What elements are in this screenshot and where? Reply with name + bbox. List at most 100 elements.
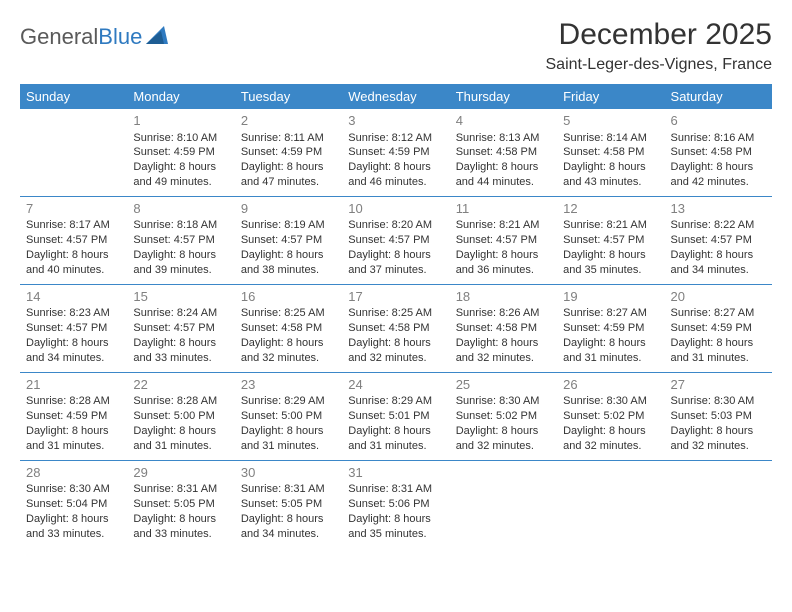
day-number: 22 [133, 376, 228, 394]
calendar-day-cell: 31Sunrise: 8:31 AMSunset: 5:06 PMDayligh… [342, 460, 449, 547]
calendar-day-cell: 6Sunrise: 8:16 AMSunset: 4:58 PMDaylight… [665, 109, 772, 196]
day-number: 3 [348, 112, 443, 130]
day-number: 27 [671, 376, 766, 394]
daylight-text: Daylight: 8 hours and 36 minutes. [456, 248, 551, 278]
sunrise-text: Sunrise: 8:30 AM [26, 482, 121, 497]
daylight-text: Daylight: 8 hours and 44 minutes. [456, 160, 551, 190]
calendar-day-cell: 1Sunrise: 8:10 AMSunset: 4:59 PMDaylight… [127, 109, 234, 196]
day-number: 17 [348, 288, 443, 306]
daylight-text: Daylight: 8 hours and 34 minutes. [671, 248, 766, 278]
sunrise-text: Sunrise: 8:22 AM [671, 218, 766, 233]
sunrise-text: Sunrise: 8:11 AM [241, 131, 336, 146]
calendar-week-row: 21Sunrise: 8:28 AMSunset: 4:59 PMDayligh… [20, 372, 772, 460]
location-subtitle: Saint-Leger-des-Vignes, France [546, 56, 773, 74]
daylight-text: Daylight: 8 hours and 33 minutes. [133, 512, 228, 542]
sunrise-text: Sunrise: 8:30 AM [456, 394, 551, 409]
daylight-text: Daylight: 8 hours and 32 minutes. [348, 336, 443, 366]
day-number: 29 [133, 464, 228, 482]
daylight-text: Daylight: 8 hours and 31 minutes. [26, 424, 121, 454]
sunrise-text: Sunrise: 8:31 AM [133, 482, 228, 497]
daylight-text: Daylight: 8 hours and 38 minutes. [241, 248, 336, 278]
calendar-week-row: 1Sunrise: 8:10 AMSunset: 4:59 PMDaylight… [20, 109, 772, 196]
calendar-day-cell [20, 109, 127, 196]
day-number: 6 [671, 112, 766, 130]
calendar-day-cell: 28Sunrise: 8:30 AMSunset: 5:04 PMDayligh… [20, 460, 127, 547]
sunset-text: Sunset: 4:57 PM [671, 233, 766, 248]
calendar-day-cell: 13Sunrise: 8:22 AMSunset: 4:57 PMDayligh… [665, 196, 772, 284]
sunrise-text: Sunrise: 8:21 AM [456, 218, 551, 233]
calendar-day-cell: 10Sunrise: 8:20 AMSunset: 4:57 PMDayligh… [342, 196, 449, 284]
day-number: 16 [241, 288, 336, 306]
weekday-header: Wednesday [342, 84, 449, 109]
calendar-day-cell: 21Sunrise: 8:28 AMSunset: 4:59 PMDayligh… [20, 372, 127, 460]
sunset-text: Sunset: 4:58 PM [241, 321, 336, 336]
daylight-text: Daylight: 8 hours and 32 minutes. [456, 424, 551, 454]
sunrise-text: Sunrise: 8:28 AM [26, 394, 121, 409]
sunrise-text: Sunrise: 8:25 AM [241, 306, 336, 321]
weekday-header: Thursday [450, 84, 557, 109]
daylight-text: Daylight: 8 hours and 37 minutes. [348, 248, 443, 278]
sunset-text: Sunset: 5:05 PM [133, 497, 228, 512]
logo-text-gray: General [20, 24, 98, 49]
calendar-week-row: 14Sunrise: 8:23 AMSunset: 4:57 PMDayligh… [20, 284, 772, 372]
daylight-text: Daylight: 8 hours and 34 minutes. [241, 512, 336, 542]
day-number: 31 [348, 464, 443, 482]
daylight-text: Daylight: 8 hours and 40 minutes. [26, 248, 121, 278]
day-number: 15 [133, 288, 228, 306]
daylight-text: Daylight: 8 hours and 32 minutes. [241, 336, 336, 366]
logo-triangle-icon [146, 26, 168, 49]
calendar-day-cell: 29Sunrise: 8:31 AMSunset: 5:05 PMDayligh… [127, 460, 234, 547]
header: GeneralBlue December 2025 Saint-Leger-de… [20, 18, 772, 74]
daylight-text: Daylight: 8 hours and 34 minutes. [26, 336, 121, 366]
daylight-text: Daylight: 8 hours and 49 minutes. [133, 160, 228, 190]
calendar-day-cell: 16Sunrise: 8:25 AMSunset: 4:58 PMDayligh… [235, 284, 342, 372]
calendar-body: 1Sunrise: 8:10 AMSunset: 4:59 PMDaylight… [20, 109, 772, 548]
calendar-day-cell: 17Sunrise: 8:25 AMSunset: 4:58 PMDayligh… [342, 284, 449, 372]
calendar-day-cell: 23Sunrise: 8:29 AMSunset: 5:00 PMDayligh… [235, 372, 342, 460]
day-number: 26 [563, 376, 658, 394]
weekday-header: Friday [557, 84, 664, 109]
day-number: 21 [26, 376, 121, 394]
daylight-text: Daylight: 8 hours and 43 minutes. [563, 160, 658, 190]
day-number: 13 [671, 200, 766, 218]
day-number: 7 [26, 200, 121, 218]
sunset-text: Sunset: 4:59 PM [563, 321, 658, 336]
sunrise-text: Sunrise: 8:25 AM [348, 306, 443, 321]
calendar-day-cell: 30Sunrise: 8:31 AMSunset: 5:05 PMDayligh… [235, 460, 342, 547]
daylight-text: Daylight: 8 hours and 39 minutes. [133, 248, 228, 278]
sunrise-text: Sunrise: 8:13 AM [456, 131, 551, 146]
calendar-day-cell: 18Sunrise: 8:26 AMSunset: 4:58 PMDayligh… [450, 284, 557, 372]
sunrise-text: Sunrise: 8:27 AM [563, 306, 658, 321]
sunset-text: Sunset: 4:57 PM [133, 233, 228, 248]
sunrise-text: Sunrise: 8:12 AM [348, 131, 443, 146]
day-number: 20 [671, 288, 766, 306]
sunset-text: Sunset: 4:59 PM [241, 145, 336, 160]
sunset-text: Sunset: 4:59 PM [133, 145, 228, 160]
sunset-text: Sunset: 5:02 PM [563, 409, 658, 424]
sunrise-text: Sunrise: 8:29 AM [241, 394, 336, 409]
sunset-text: Sunset: 4:57 PM [26, 233, 121, 248]
weekday-header: Monday [127, 84, 234, 109]
sunrise-text: Sunrise: 8:29 AM [348, 394, 443, 409]
sunset-text: Sunset: 5:03 PM [671, 409, 766, 424]
calendar-day-cell: 22Sunrise: 8:28 AMSunset: 5:00 PMDayligh… [127, 372, 234, 460]
daylight-text: Daylight: 8 hours and 31 minutes. [348, 424, 443, 454]
daylight-text: Daylight: 8 hours and 32 minutes. [563, 424, 658, 454]
day-number: 28 [26, 464, 121, 482]
day-number: 24 [348, 376, 443, 394]
logo-text: GeneralBlue [20, 24, 142, 50]
sunset-text: Sunset: 4:57 PM [348, 233, 443, 248]
calendar-day-cell: 9Sunrise: 8:19 AMSunset: 4:57 PMDaylight… [235, 196, 342, 284]
sunrise-text: Sunrise: 8:10 AM [133, 131, 228, 146]
calendar-week-row: 7Sunrise: 8:17 AMSunset: 4:57 PMDaylight… [20, 196, 772, 284]
sunrise-text: Sunrise: 8:30 AM [563, 394, 658, 409]
calendar-day-cell [665, 460, 772, 547]
calendar-day-cell: 12Sunrise: 8:21 AMSunset: 4:57 PMDayligh… [557, 196, 664, 284]
daylight-text: Daylight: 8 hours and 35 minutes. [348, 512, 443, 542]
sunrise-text: Sunrise: 8:31 AM [348, 482, 443, 497]
sunrise-text: Sunrise: 8:18 AM [133, 218, 228, 233]
weekday-header: Tuesday [235, 84, 342, 109]
logo: GeneralBlue [20, 24, 168, 50]
calendar-day-cell: 7Sunrise: 8:17 AMSunset: 4:57 PMDaylight… [20, 196, 127, 284]
daylight-text: Daylight: 8 hours and 31 minutes. [563, 336, 658, 366]
